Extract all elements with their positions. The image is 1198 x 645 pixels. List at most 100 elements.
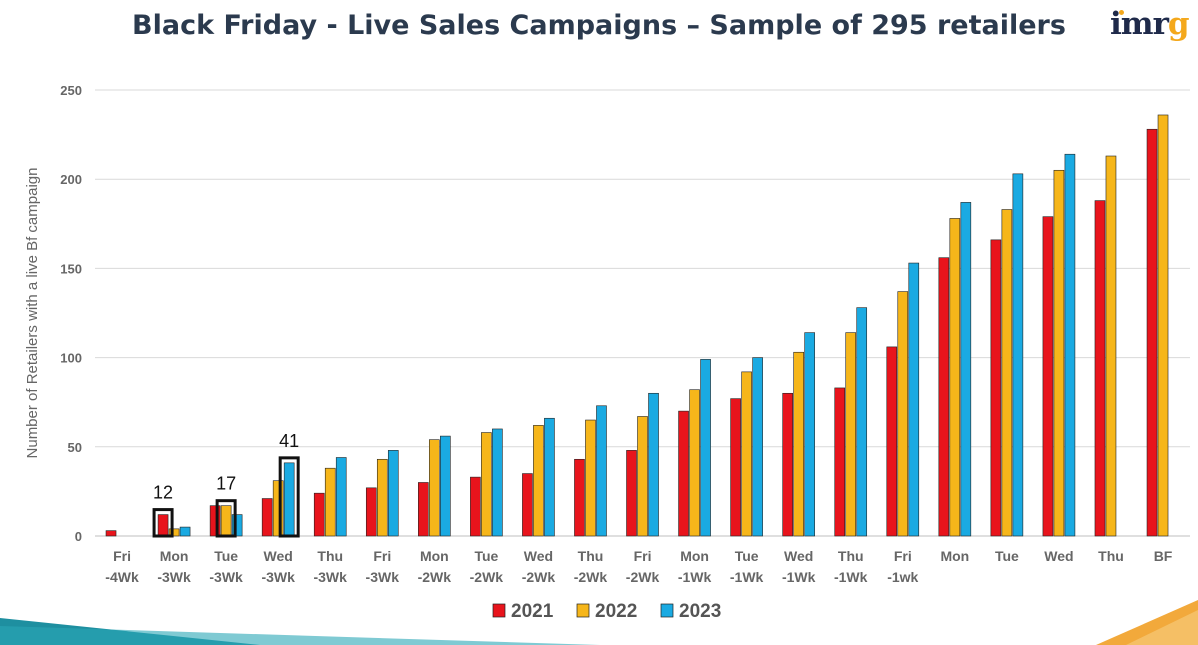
annotation-box — [152, 508, 174, 538]
x-tick-label: -4Wk — [105, 569, 139, 585]
x-tick-label: -3Wk — [261, 569, 295, 585]
bar-2022 — [1105, 155, 1117, 537]
bar-2023 — [335, 457, 347, 537]
x-tick-label: Tue — [735, 548, 759, 564]
y-axis: 0 50 100 150 200 250 — [60, 83, 82, 544]
annotation-box — [215, 499, 237, 538]
y-tick-label: 0 — [75, 529, 82, 544]
bar-2022 — [429, 439, 440, 537]
bar-2021 — [782, 392, 793, 537]
x-tick-label: -1wk — [887, 569, 918, 585]
bar-2021 — [886, 346, 898, 537]
x-tick-label: -2Wk — [574, 569, 608, 585]
bar-2021 — [365, 487, 377, 537]
bar-2021 — [261, 498, 273, 537]
y-tick-label: 100 — [60, 351, 82, 366]
legend-label: 2023 — [679, 601, 721, 622]
bar-2021 — [522, 473, 533, 537]
bar-2021 — [105, 530, 117, 537]
chart-title: Black Friday - Live Sales Campaigns – Sa… — [132, 10, 1066, 41]
bar-2023 — [856, 307, 868, 537]
bar-2021 — [313, 492, 325, 537]
x-tick-label: Wed — [784, 548, 813, 564]
legend-swatch-2022 — [576, 603, 590, 618]
bar-2021 — [574, 458, 585, 537]
x-tick-label: Mon — [940, 548, 969, 564]
imrg-logo: imrg — [1110, 4, 1194, 50]
bar-2022 — [897, 291, 909, 537]
bar-2021 — [1146, 128, 1158, 537]
x-tick-label: -3Wk — [157, 569, 191, 585]
x-tick-label: Mon — [160, 548, 189, 564]
bar-2022 — [689, 389, 700, 537]
bar-2021 — [470, 476, 481, 537]
annotation-label: 12 — [153, 483, 173, 503]
bar-2021 — [678, 410, 689, 537]
x-tick-label: -2Wk — [470, 569, 504, 585]
bar-2023 — [596, 405, 607, 537]
bar-2022 — [376, 458, 388, 537]
x-tick-label: -1Wk — [678, 569, 712, 585]
x-tick-label: Wed — [1044, 548, 1073, 564]
x-tick-label: -1Wk — [834, 569, 868, 585]
y-tick-label: 250 — [60, 83, 82, 98]
bar-2021 — [834, 387, 846, 537]
x-tick-label: -2Wk — [418, 569, 452, 585]
bar-2021 — [1094, 200, 1106, 537]
x-tick-label: Thu — [1098, 548, 1124, 564]
bar-2023 — [752, 357, 763, 537]
logo-accent: g — [1167, 6, 1190, 42]
x-tick-label: Fri — [373, 548, 391, 564]
bar-2022 — [168, 528, 180, 537]
annotations: 12 17 41 — [152, 431, 300, 538]
legend-label: 2021 — [511, 601, 554, 622]
bar-2023 — [804, 332, 815, 537]
bar-2022 — [220, 505, 232, 537]
bars — [105, 114, 1169, 537]
bar-2023 — [179, 526, 191, 537]
bar-2021 — [730, 398, 741, 537]
bar-2021 — [1042, 216, 1054, 537]
y-tick-label: 150 — [60, 261, 82, 276]
bar-2023 — [387, 450, 399, 537]
bar-2022 — [949, 218, 961, 537]
annotation-label: 41 — [279, 431, 299, 451]
bar-2023 — [440, 435, 451, 537]
x-tick-label: Tue — [474, 548, 498, 564]
bar-2023 — [283, 462, 295, 537]
x-axis: Fri -4Wk Mon -3Wk Tue -3Wk Wed -3Wk Thu -3Wk Fri -3… — [105, 548, 1173, 585]
bar-2021 — [157, 514, 169, 537]
bar-2022 — [272, 480, 284, 537]
bar-2022 — [324, 467, 336, 537]
bar-2023 — [1012, 173, 1024, 537]
bar-2022 — [1001, 209, 1013, 537]
x-tick-label: -3Wk — [209, 569, 243, 585]
bar-2022 — [793, 351, 804, 537]
x-tick-label: Tue — [995, 548, 1019, 564]
legend: 2021 2022 2023 — [492, 601, 721, 622]
bar-2021 — [418, 482, 429, 537]
bar-2022 — [637, 416, 648, 537]
x-tick-label: Thu — [578, 548, 604, 564]
bar-2023 — [1064, 153, 1076, 537]
x-tick-label: -2Wk — [522, 569, 556, 585]
y-tick-label: 200 — [60, 172, 82, 187]
bar-2023 — [492, 428, 503, 537]
bar-2023 — [648, 392, 659, 537]
x-tick-label: Fri — [894, 548, 912, 564]
x-tick-label: -2Wk — [626, 569, 660, 585]
x-tick-label: Mon — [420, 548, 449, 564]
bar-2021 — [938, 257, 950, 537]
logo-dot-icon — [1119, 10, 1124, 15]
bar-2022 — [741, 371, 752, 537]
logo-wordmark: imrg — [1110, 6, 1190, 42]
x-tick-label: Mon — [680, 548, 709, 564]
bar-2022 — [585, 419, 596, 537]
y-axis-label: Number of Retailers with a live Bf campa… — [24, 168, 41, 459]
bar-2023 — [544, 417, 555, 537]
bar-2021 — [626, 450, 637, 537]
bar-2023 — [908, 262, 920, 537]
x-tick-label: Thu — [838, 548, 864, 564]
